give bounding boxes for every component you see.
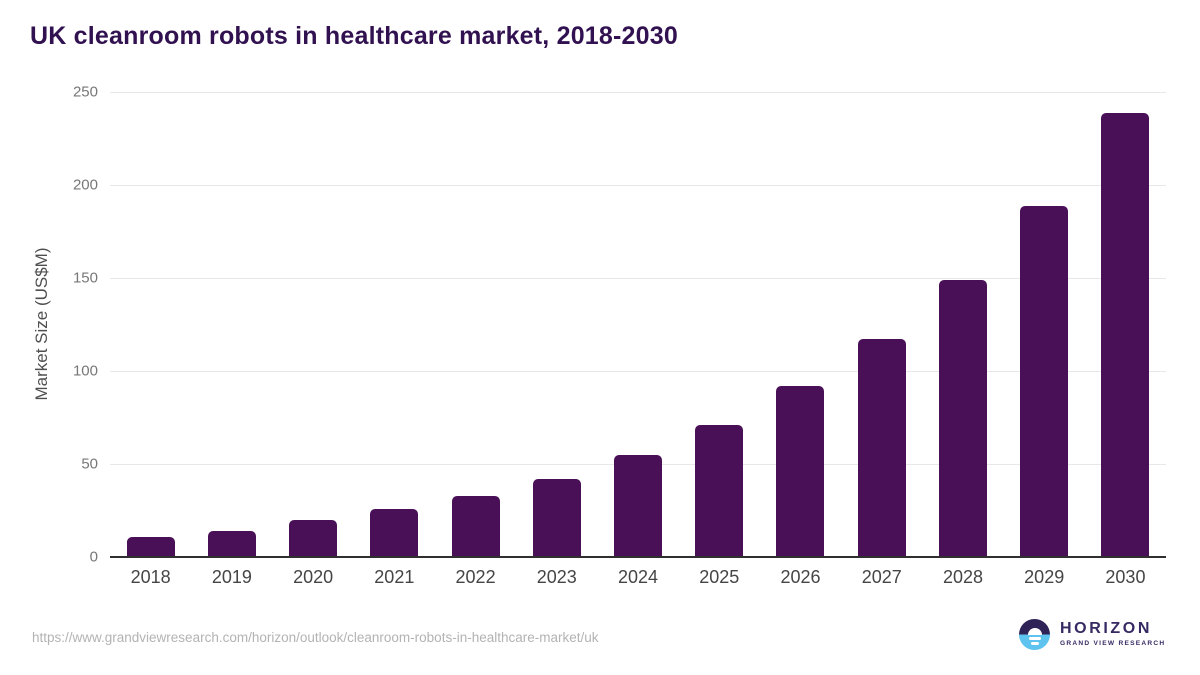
x-tick-label-2018: 2018	[130, 567, 171, 587]
bar-2026[interactable]	[776, 385, 825, 557]
bar-slot-2030	[1085, 92, 1166, 557]
bar-slot-2022	[435, 92, 516, 557]
y-tick-label-200: 200	[72, 176, 98, 194]
chart-title: UK cleanroom robots in healthcare market…	[30, 22, 678, 50]
x-tick-label-2022: 2022	[455, 567, 496, 587]
y-tick-label-100: 100	[72, 362, 98, 380]
x-tick-label-2024: 2024	[618, 567, 659, 587]
bar-slot-2028	[922, 92, 1003, 557]
bar-2027[interactable]	[857, 339, 906, 557]
x-tick-label-2029: 2029	[1024, 567, 1065, 587]
bar-2028[interactable]	[938, 279, 987, 557]
y-tick-label-0: 0	[89, 548, 98, 566]
logo-brand-name: HORIZON	[1060, 620, 1152, 638]
bar-2025[interactable]	[695, 424, 744, 557]
bar-slot-2020	[272, 92, 353, 557]
sun-icon	[1027, 627, 1042, 635]
bar-2022[interactable]	[451, 495, 500, 557]
bar-slot-2025	[679, 92, 760, 557]
bar-2019[interactable]	[207, 531, 256, 557]
bar-2020[interactable]	[289, 519, 338, 557]
x-tick-label-2030: 2030	[1105, 567, 1146, 587]
bar-slot-2024	[597, 92, 678, 557]
y-tick-label-250: 250	[72, 83, 98, 101]
x-axis-line	[110, 556, 1166, 558]
logo-subbrand-name: GRAND VIEW RESEARCH	[1060, 639, 1166, 647]
bar-slot-2026	[760, 92, 841, 557]
x-tick-label-2020: 2020	[293, 567, 334, 587]
bar-slot-2027	[841, 92, 922, 557]
wave-icon	[1028, 637, 1041, 640]
bar-slot-2021	[354, 92, 435, 557]
bar-series	[110, 92, 1166, 557]
bar-2029[interactable]	[1020, 205, 1069, 557]
logo-text: HORIZON GRAND VIEW RESEARCH	[1060, 621, 1165, 647]
x-axis-ticks: 2018 2019 2020 2021 2022 2023 2024 2025 2026 2027…	[110, 567, 1166, 588]
x-tick-label-2027: 2027	[861, 567, 902, 587]
x-tick-label-2028: 2028	[942, 567, 983, 587]
bar-2030[interactable]	[1101, 112, 1150, 557]
bar-2018[interactable]	[126, 536, 175, 557]
plot-area	[110, 92, 1166, 557]
x-tick-label-2026: 2026	[780, 567, 821, 587]
y-axis-ticks: 0 50 100 150 200 250	[0, 84, 98, 566]
bar-2023[interactable]	[532, 478, 581, 557]
x-tick-label-2021: 2021	[374, 567, 415, 587]
bar-slot-2023	[516, 92, 597, 557]
bar-2021[interactable]	[370, 508, 419, 557]
horizon-sunset-circle-icon	[1019, 619, 1050, 650]
bar-2024[interactable]	[614, 454, 663, 557]
bar-slot-2018	[110, 92, 191, 557]
gridline-100	[110, 371, 1166, 372]
x-tick-label-2025: 2025	[699, 567, 740, 587]
gridline-250	[110, 92, 1166, 93]
gridline-200	[110, 185, 1166, 186]
x-tick-label-2019: 2019	[211, 567, 252, 587]
source-url: https://www.grandviewresearch.com/horizo…	[32, 630, 599, 645]
y-tick-label-150: 150	[72, 269, 98, 287]
bar-slot-2019	[191, 92, 272, 557]
horizon-logo: HORIZON GRAND VIEW RESEARCH	[1019, 619, 1165, 650]
wave-icon	[1030, 642, 1039, 645]
y-tick-label-50: 50	[81, 455, 98, 473]
bar-slot-2029	[1004, 92, 1085, 557]
x-tick-label-2023: 2023	[536, 567, 577, 587]
gridline-150	[110, 278, 1166, 279]
